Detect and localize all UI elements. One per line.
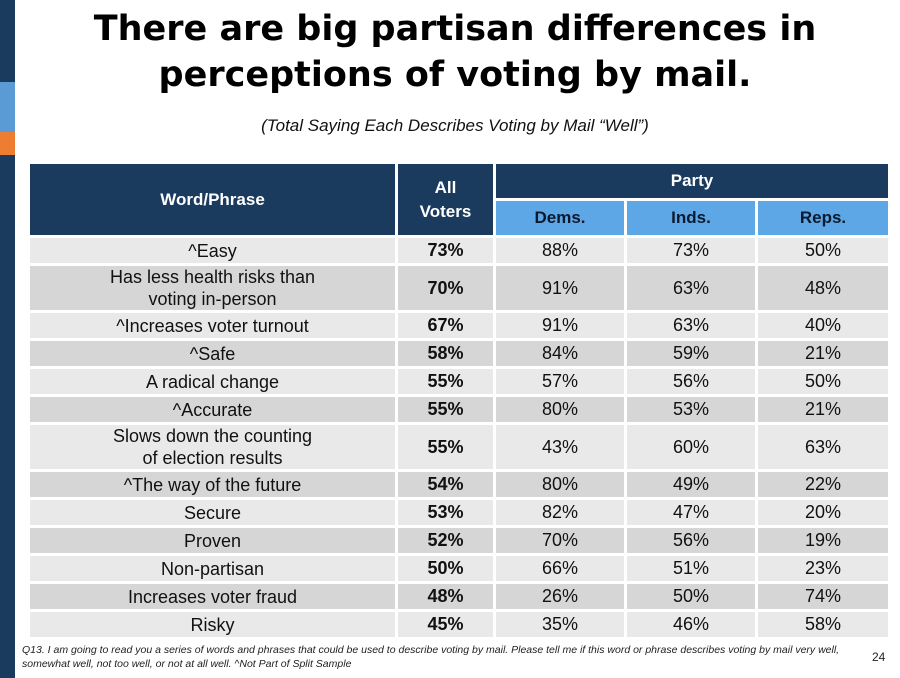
reps-cell: 40% xyxy=(755,310,888,338)
dems-cell: 26% xyxy=(493,581,624,609)
header-dems: Dems. xyxy=(493,198,624,235)
inds-cell: 53% xyxy=(624,394,755,422)
table-row: A radical change 55% 57% 56% 50% xyxy=(30,366,888,394)
inds-cell: 49% xyxy=(624,469,755,497)
dems-cell: 80% xyxy=(493,469,624,497)
reps-cell: 50% xyxy=(755,366,888,394)
table-row: Proven 52% 70% 56% 19% xyxy=(30,525,888,553)
all-voters-cell: 54% xyxy=(395,469,493,497)
dems-cell: 70% xyxy=(493,525,624,553)
inds-cell: 73% xyxy=(624,235,755,263)
table-row: ^Increases voter turnout 67% 91% 63% 40% xyxy=(30,310,888,338)
phrase-cell: Secure xyxy=(30,497,395,525)
table-row: ^The way of the future 54% 80% 49% 22% xyxy=(30,469,888,497)
phrase-cell: Slows down the counting of election resul… xyxy=(30,422,395,469)
side-accent-bar-orange xyxy=(0,132,15,155)
dems-cell: 88% xyxy=(493,235,624,263)
header-all-voters: All Voters xyxy=(395,164,493,235)
inds-cell: 47% xyxy=(624,497,755,525)
dems-cell: 91% xyxy=(493,263,624,310)
phrase-cell: ^Accurate xyxy=(30,394,395,422)
reps-cell: 50% xyxy=(755,235,888,263)
all-voters-cell: 52% xyxy=(395,525,493,553)
reps-cell: 23% xyxy=(755,553,888,581)
phrase-cell: Increases voter fraud xyxy=(30,581,395,609)
dems-cell: 82% xyxy=(493,497,624,525)
all-voters-cell: 73% xyxy=(395,235,493,263)
all-voters-cell: 45% xyxy=(395,609,493,637)
side-accent-bar-bottom xyxy=(0,155,15,678)
reps-cell: 22% xyxy=(755,469,888,497)
inds-cell: 60% xyxy=(624,422,755,469)
results-table: Word/Phrase All Voters Party Dems. Inds.… xyxy=(30,164,888,637)
header-all-voters-line1: All xyxy=(434,177,457,197)
reps-cell: 63% xyxy=(755,422,888,469)
reps-cell: 58% xyxy=(755,609,888,637)
side-accent-bar-blue xyxy=(0,82,15,132)
inds-cell: 63% xyxy=(624,310,755,338)
inds-cell: 50% xyxy=(624,581,755,609)
slide-subtitle: (Total Saying Each Describes Voting by M… xyxy=(261,116,649,135)
dems-cell: 84% xyxy=(493,338,624,366)
phrase-cell: ^Safe xyxy=(30,338,395,366)
reps-cell: 21% xyxy=(755,394,888,422)
page-number: 24 xyxy=(872,650,886,664)
table-row: Has less health risks than voting in-pers… xyxy=(30,263,888,310)
reps-cell: 19% xyxy=(755,525,888,553)
header-word-phrase: Word/Phrase xyxy=(30,164,395,235)
all-voters-cell: 55% xyxy=(395,394,493,422)
reps-cell: 48% xyxy=(755,263,888,310)
reps-cell: 21% xyxy=(755,338,888,366)
header-party: Party xyxy=(493,164,888,198)
dems-cell: 57% xyxy=(493,366,624,394)
side-accent-bar-top xyxy=(0,0,15,82)
phrase-cell: Has less health risks than voting in-pers… xyxy=(30,263,395,310)
dems-cell: 43% xyxy=(493,422,624,469)
header-reps: Reps. xyxy=(755,198,888,235)
inds-cell: 59% xyxy=(624,338,755,366)
inds-cell: 46% xyxy=(624,609,755,637)
table-row: ^Accurate 55% 80% 53% 21% xyxy=(30,394,888,422)
dems-cell: 35% xyxy=(493,609,624,637)
phrase-cell: Risky xyxy=(30,609,395,637)
all-voters-cell: 67% xyxy=(395,310,493,338)
table-body: ^Easy 73% 88% 73% 50% Has less health risks t… xyxy=(30,235,888,637)
header-inds: Inds. xyxy=(624,198,755,235)
table-row: ^Easy 73% 88% 73% 50% xyxy=(30,235,888,263)
table-row: ^Safe 58% 84% 59% 21% xyxy=(30,338,888,366)
all-voters-cell: 50% xyxy=(395,553,493,581)
table-row: Increases voter fraud 48% 26% 50% 74% xyxy=(30,581,888,609)
phrase-cell: Proven xyxy=(30,525,395,553)
reps-cell: 20% xyxy=(755,497,888,525)
table-row: Non-partisan 50% 66% 51% 23% xyxy=(30,553,888,581)
all-voters-cell: 53% xyxy=(395,497,493,525)
reps-cell: 74% xyxy=(755,581,888,609)
all-voters-cell: 55% xyxy=(395,366,493,394)
dems-cell: 66% xyxy=(493,553,624,581)
dems-cell: 91% xyxy=(493,310,624,338)
header-all-voters-line2: Voters xyxy=(419,201,472,221)
inds-cell: 56% xyxy=(624,525,755,553)
table-row: Secure 53% 82% 47% 20% xyxy=(30,497,888,525)
inds-cell: 56% xyxy=(624,366,755,394)
inds-cell: 51% xyxy=(624,553,755,581)
all-voters-cell: 55% xyxy=(395,422,493,469)
table-row: Slows down the counting of election resul… xyxy=(30,422,888,469)
dems-cell: 80% xyxy=(493,394,624,422)
table-row: Risky 45% 35% 46% 58% xyxy=(30,609,888,637)
all-voters-cell: 70% xyxy=(395,263,493,310)
inds-cell: 63% xyxy=(624,263,755,310)
slide-title: There are big partisan differences in pe… xyxy=(93,9,817,95)
footnote: Q13. I am going to read you a series of … xyxy=(22,644,840,670)
all-voters-cell: 58% xyxy=(395,338,493,366)
all-voters-cell: 48% xyxy=(395,581,493,609)
phrase-cell: ^Increases voter turnout xyxy=(30,310,395,338)
phrase-cell: A radical change xyxy=(30,366,395,394)
phrase-cell: Non-partisan xyxy=(30,553,395,581)
phrase-cell: ^Easy xyxy=(30,235,395,263)
phrase-cell: ^The way of the future xyxy=(30,469,395,497)
